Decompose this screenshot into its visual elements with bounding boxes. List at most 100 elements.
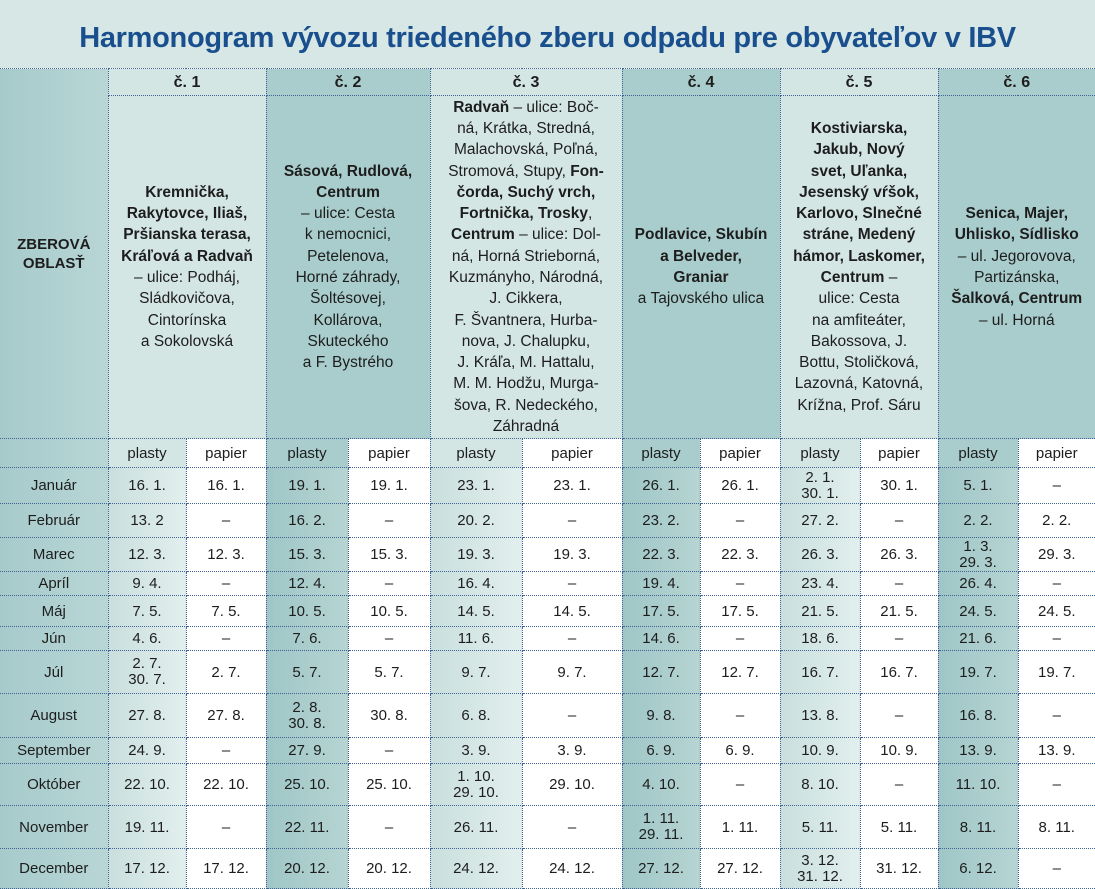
area-text-segment: svet, Uľanka, <box>810 162 908 180</box>
papier-date-cell: 12. 7. <box>699 650 781 694</box>
area-label-line2: OBLASŤ <box>22 254 85 272</box>
plasty-date-cell: 24. 5. <box>937 595 1019 627</box>
plasty-date-cell: 7. 5. <box>107 595 187 627</box>
area-text-segment: a F. Bystrého <box>302 354 394 372</box>
plasty-date-cell: 20. 2. <box>429 503 523 538</box>
papier-date-cell: – <box>699 763 781 806</box>
area-label-cell: ZBEROVÁ OBLASŤ <box>0 68 109 439</box>
area-text-segment: – ul. Jegorovova, <box>957 247 1076 265</box>
plasty-date-cell: 22. 3. <box>621 537 701 572</box>
papier-header: papier <box>1017 438 1095 468</box>
papier-date-cell: 14. 5. <box>521 595 623 627</box>
plasty-date-cell: 16. 4. <box>429 571 523 596</box>
plasty-header: plasty <box>107 438 187 468</box>
month-label: Február <box>0 503 109 538</box>
papier-date-cell: – <box>1017 467 1095 504</box>
papier-date-cell: 20. 12. <box>347 848 431 889</box>
month-label: Január <box>0 467 109 504</box>
area-text-segment: J. Kráľa, M. Hattalu, <box>457 354 595 372</box>
plasty-date-cell: 16. 7. <box>779 650 861 694</box>
papier-date-cell: 29. 3. <box>1017 537 1095 572</box>
plasty-date-cell: 9. 8. <box>621 693 701 738</box>
plasty-header: plasty <box>779 438 861 468</box>
area-text-segment: – ulice: Podháj, <box>134 269 240 286</box>
area-text-segment: Kostiviarska, <box>810 119 908 137</box>
papier-date-cell: 24. 5. <box>1017 595 1095 627</box>
area-text-segment: Centrum <box>820 269 885 286</box>
zone-number-header: č. 6 <box>937 68 1095 96</box>
plasty-date-cell: 2. 1. 30. 1. <box>779 467 861 504</box>
plasty-date-cell: 16. 2. <box>265 503 349 538</box>
area-text-segment: F. Švantnera, Hurba- <box>454 311 598 329</box>
plasty-date-cell: 13. 8. <box>779 693 861 738</box>
area-text-segment: Partizánska, <box>974 269 1060 286</box>
area-text-segment: Pršianska terasa, <box>123 226 251 244</box>
plasty-date-cell: 5. 1. <box>937 467 1019 504</box>
area-text-segment: a Sokolovská <box>140 332 234 350</box>
papier-header: papier <box>347 438 431 468</box>
plasty-date-cell: 11. 10. <box>937 763 1019 806</box>
plasty-date-cell: 20. 12. <box>265 848 349 889</box>
area-text-segment: Záhradná <box>492 418 560 436</box>
waste-type-row: plasty papier plasty papier plasty papier plas… <box>0 438 1095 468</box>
zone-area-description: Podlavice, Skubín a Belveder, Graniar a Taj… <box>621 95 781 439</box>
papier-date-cell: 2. 7. <box>185 650 267 694</box>
zone-area-row: Kremnička, Rakytovce, Iliaš, Pršianska ter… <box>0 95 1095 439</box>
month-label: Jún <box>0 626 109 651</box>
papier-date-cell: 22. 3. <box>699 537 781 572</box>
plasty-date-cell: 13. 2 <box>107 503 187 538</box>
plasty-date-cell: 18. 6. <box>779 626 861 651</box>
zone-area-description: Senica, Majer, Uhlisko, Sídlisko – ul. Jeg… <box>937 95 1095 439</box>
title-bar: Harmonogram vývozu triedeného zberu odpa… <box>0 0 1095 68</box>
papier-date-cell: – <box>1017 626 1095 651</box>
area-text-segment: Horné záhrady, <box>295 269 401 286</box>
plasty-date-cell: 22. 10. <box>107 763 187 806</box>
papier-date-cell: – <box>185 503 267 538</box>
area-text-segment: – ul. Horná <box>978 311 1055 329</box>
papier-date-cell: – <box>699 503 781 538</box>
papier-date-cell: – <box>521 626 623 651</box>
plasty-date-cell: 19. 3. <box>429 537 523 572</box>
area-text-segment: Rakytovce, Iliaš, <box>126 205 248 223</box>
area-label-line1: ZBEROVÁ <box>17 235 91 253</box>
area-text-segment: J. Cikkera, <box>489 290 563 308</box>
plasty-date-cell: 13. 9. <box>937 737 1019 764</box>
papier-date-cell: 13. 9. <box>1017 737 1095 764</box>
area-text-segment: Jesenský vŕšok, <box>799 183 919 201</box>
papier-date-cell: 10. 5. <box>347 595 431 627</box>
zone-number-header: č. 3 <box>429 68 623 96</box>
zone-number-header: č. 2 <box>265 68 431 96</box>
area-text-segment: – ulice: Cesta <box>301 205 395 223</box>
plasty-date-cell: 9. 4. <box>107 571 187 596</box>
plasty-date-cell: 7. 6. <box>265 626 349 651</box>
area-text-segment: Graniar <box>673 269 729 286</box>
area-text-segment: Bottu, Stoličková, <box>799 354 919 372</box>
plasty-date-cell: 14. 5. <box>429 595 523 627</box>
area-text-segment: Fortnička, Trosky <box>459 205 589 223</box>
plasty-date-cell: 16. 8. <box>937 693 1019 738</box>
plasty-date-cell: 14. 6. <box>621 626 701 651</box>
plasty-date-cell: 6. 9. <box>621 737 701 764</box>
table-row: Jún 4. 6. –7. 6. –11. 6. –14. 6. –18. 6. –21. … <box>0 626 1095 651</box>
plasty-header: plasty <box>265 438 349 468</box>
area-text-segment: hámor, Laskomer, <box>793 247 925 265</box>
area-text-segment: stráne, Medený <box>802 226 916 244</box>
papier-date-cell: 24. 12. <box>521 848 623 889</box>
papier-date-cell: 19. 1. <box>347 467 431 504</box>
area-text-segment: Skuteckého <box>307 332 389 350</box>
month-label: Júl <box>0 650 109 694</box>
papier-date-cell: 1. 11. <box>699 805 781 849</box>
papier-date-cell: 27. 8. <box>185 693 267 738</box>
papier-date-cell: 19. 3. <box>521 537 623 572</box>
area-text-segment: – ulice: Dol- <box>514 226 601 244</box>
papier-date-cell: – <box>1017 763 1095 806</box>
plasty-date-cell: 26. 11. <box>429 805 523 849</box>
plasty-date-cell: 21. 5. <box>779 595 861 627</box>
month-label: Marec <box>0 537 109 572</box>
area-text-segment: šova, R. Nedeckého, <box>454 396 598 414</box>
papier-date-cell: – <box>185 805 267 849</box>
area-text-segment: ulice: Cesta <box>818 290 900 308</box>
plasty-date-cell: 19. 4. <box>621 571 701 596</box>
plasty-date-cell: 10. 5. <box>265 595 349 627</box>
papier-date-cell: – <box>859 693 939 738</box>
